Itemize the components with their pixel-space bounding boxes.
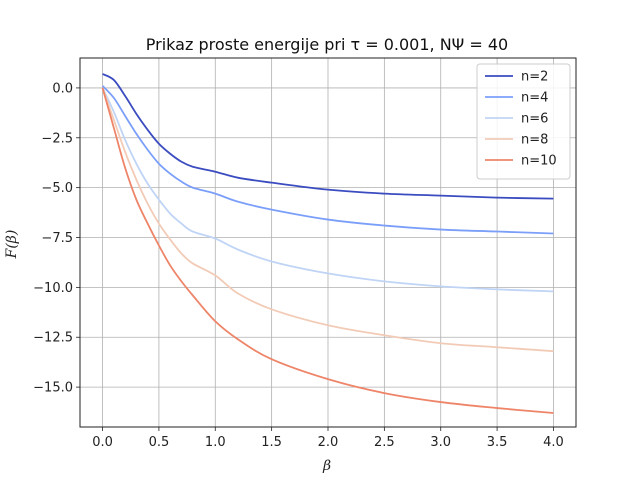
y-tick-label: −10.0 xyxy=(33,281,73,296)
y-tick-label: −12.5 xyxy=(33,331,73,346)
y-tick-label: −5.0 xyxy=(41,181,73,196)
legend-label: n=6 xyxy=(521,112,548,127)
x-tick-label: 4.0 xyxy=(543,435,564,450)
y-tick-label: −7.5 xyxy=(41,231,73,246)
series-line-n-6 xyxy=(101,87,554,293)
x-tick-label: 0.0 xyxy=(92,435,113,450)
x-tick-label: 2.0 xyxy=(318,435,339,450)
y-axis-label: F(β) xyxy=(4,230,20,260)
series-line-n-8 xyxy=(101,87,554,353)
legend-label: n=8 xyxy=(521,133,548,148)
legend-label: n=2 xyxy=(521,70,548,85)
legend-box xyxy=(476,63,571,180)
x-tick-label: 1.0 xyxy=(205,435,226,450)
x-tick-label: 2.5 xyxy=(374,435,395,450)
series-line-n-2 xyxy=(102,73,554,200)
y-tick-label: −15.0 xyxy=(33,381,73,396)
y-tick-label: 0.0 xyxy=(52,81,73,96)
x-tick-label: 1.5 xyxy=(261,435,282,450)
x-axis-ticks: 0.0 0.5 1.0 1.5 2.0 2.5 3.0 3.5 4.0 xyxy=(92,427,564,450)
series-line-n-4 xyxy=(101,85,554,235)
legend: n=2 n=4 n=6 n=8 n=10 xyxy=(476,63,571,180)
x-tick-label: 3.0 xyxy=(430,435,451,450)
y-axis-ticks: 0.0 −2.5 −5.0 −7.5 −10.0 −12.5 −15.0 xyxy=(33,81,80,396)
x-tick-label: 3.5 xyxy=(487,435,508,450)
series-line-n-10 xyxy=(101,87,554,414)
chart-title: Prikaz proste energije pri τ = 0.001, NΨ… xyxy=(146,35,508,54)
legend-label: n=4 xyxy=(521,91,548,106)
x-axis-label: β xyxy=(322,458,331,474)
y-tick-label: −2.5 xyxy=(41,131,73,146)
series-lines xyxy=(101,73,554,414)
legend-label: n=10 xyxy=(521,154,557,169)
x-tick-label: 0.5 xyxy=(149,435,170,450)
